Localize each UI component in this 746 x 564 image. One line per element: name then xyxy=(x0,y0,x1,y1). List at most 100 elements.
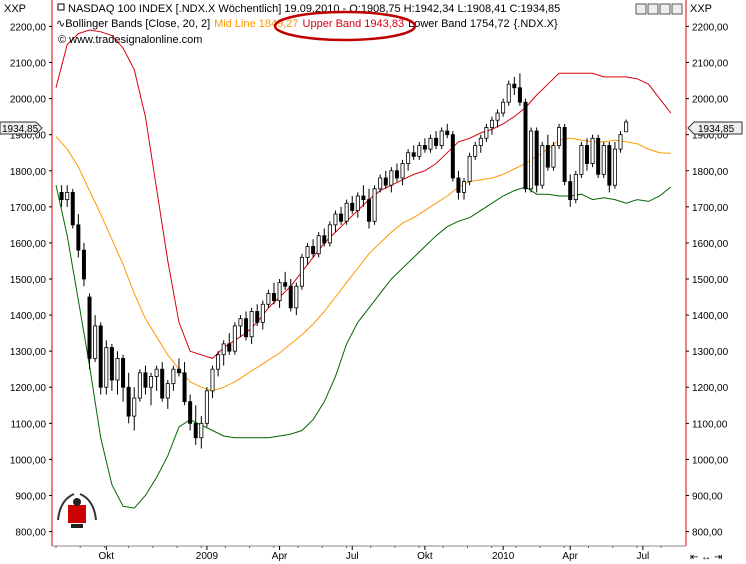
candle-body xyxy=(428,137,433,150)
candle-body xyxy=(299,256,304,287)
candle-body xyxy=(176,368,181,374)
ytick-label-left: 1600,00 xyxy=(10,239,47,250)
candle-body xyxy=(104,347,109,388)
candle-body xyxy=(322,235,327,244)
candle-body xyxy=(182,372,187,403)
ytick-label-right: 1700,00 xyxy=(692,203,729,214)
ytick-label-right: 1400,00 xyxy=(692,311,729,322)
scroll-controls[interactable]: ⇤ ↔ ⇥ xyxy=(690,552,722,563)
candle-body xyxy=(568,181,573,201)
candle-body xyxy=(584,145,589,164)
band-mid xyxy=(55,136,671,392)
candle-body xyxy=(478,137,483,146)
candle-body xyxy=(59,192,64,201)
candle-body xyxy=(316,235,321,255)
candle-body xyxy=(601,145,606,175)
bb-prefix: Bollinger Bands [Close, 20, 2] xyxy=(65,18,210,30)
instrument-line: NASDAQ 100 INDEX [.NDX.X Wöchentlich] 19… xyxy=(68,3,560,15)
x-axis: Okt 2009 Apr Jul Okt 2010 Apr Jul xyxy=(55,546,662,562)
ytick-label-left: 1400,00 xyxy=(10,311,47,322)
candle-body xyxy=(366,199,371,222)
candle-body xyxy=(523,101,528,190)
candle-body xyxy=(65,192,70,201)
ytick-label-right: 1600,00 xyxy=(692,239,729,250)
ytick-label-right: 900,00 xyxy=(692,491,723,502)
ytick-label-left: 1300,00 xyxy=(10,347,47,358)
ytick-label-left: 2000,00 xyxy=(10,95,47,106)
candle-body xyxy=(333,213,338,226)
candle-body xyxy=(227,343,232,352)
candle-body xyxy=(260,303,265,323)
candle-body xyxy=(288,285,293,309)
candle-body xyxy=(277,282,282,302)
candle-body xyxy=(439,130,444,146)
candle-body xyxy=(271,293,276,302)
ytick-label-left: 800,00 xyxy=(15,528,46,539)
candle-body xyxy=(551,145,556,168)
ytick-label-right: 1100,00 xyxy=(692,419,728,430)
bb-upper-label: Upper Band 1943,83 xyxy=(303,18,405,30)
candle-body xyxy=(311,246,316,255)
bb-suffix: {.NDX.X} xyxy=(514,18,558,30)
candle-body xyxy=(596,137,601,175)
laurel-logo xyxy=(57,493,97,528)
ytick-label-left: 1200,00 xyxy=(10,383,47,394)
forward-button xyxy=(659,3,671,15)
candle-body xyxy=(76,224,81,251)
candle-body xyxy=(422,145,427,150)
candle-body xyxy=(93,325,98,359)
last-price-left: 1934,85 xyxy=(2,124,39,135)
candle-body xyxy=(255,311,260,323)
xtick-label: 2009 xyxy=(196,551,219,562)
candle-body xyxy=(445,130,450,136)
candlesticks xyxy=(59,73,629,449)
candle-body xyxy=(484,127,489,139)
candle-body xyxy=(160,368,165,399)
candle-body xyxy=(389,170,394,186)
candle-body xyxy=(98,325,103,388)
candle-body xyxy=(411,152,416,157)
candle-body xyxy=(137,372,142,399)
candle-body xyxy=(400,163,405,179)
candle-body xyxy=(417,145,422,157)
candle-body xyxy=(305,246,310,258)
ytick-label-right: 1900,00 xyxy=(692,131,729,142)
y-axis-right: 800,00 900,00 1000,00 1100,00 1200,00 1300,00… xyxy=(686,22,729,539)
candle-body xyxy=(612,148,617,186)
ytick-label-right: 2200,00 xyxy=(692,22,729,33)
candle-body xyxy=(232,325,237,352)
bb-legend-line: ∿Bollinger Bands [Close, 20, 2] Mid Line … xyxy=(56,18,558,30)
ytick-label-left: 2200,00 xyxy=(10,22,47,33)
pin-button xyxy=(635,3,647,15)
xtick-label: 2010 xyxy=(492,551,515,562)
candle-body xyxy=(339,213,344,222)
candle-body xyxy=(495,112,500,121)
highlight-ellipse xyxy=(273,10,417,42)
ytick-label-left: 900,00 xyxy=(15,491,46,502)
candle-body xyxy=(467,155,472,182)
candle-body xyxy=(489,119,494,128)
candle-body xyxy=(512,83,517,89)
candle-body xyxy=(562,127,567,182)
ytick-label-right: 1000,00 xyxy=(692,455,729,466)
window-controls[interactable] xyxy=(635,3,683,15)
ytick-label-right: 2100,00 xyxy=(692,59,729,70)
candle-body xyxy=(327,224,332,244)
candle-body xyxy=(501,101,506,114)
candle-body xyxy=(266,293,271,305)
candle-body xyxy=(149,376,154,388)
candle-body xyxy=(350,202,355,211)
symbol-left: XXP xyxy=(4,3,26,15)
candle-body xyxy=(450,134,455,179)
candle-body xyxy=(355,195,360,211)
candle-body xyxy=(573,173,578,201)
candle-body xyxy=(557,127,562,146)
last-price-tag-left: 1934,85 xyxy=(0,121,43,135)
candle-body xyxy=(406,152,411,164)
candle-body xyxy=(372,188,377,222)
candle-body xyxy=(244,318,249,338)
xtick-label: Jul xyxy=(346,551,359,562)
candle-body xyxy=(361,195,366,201)
